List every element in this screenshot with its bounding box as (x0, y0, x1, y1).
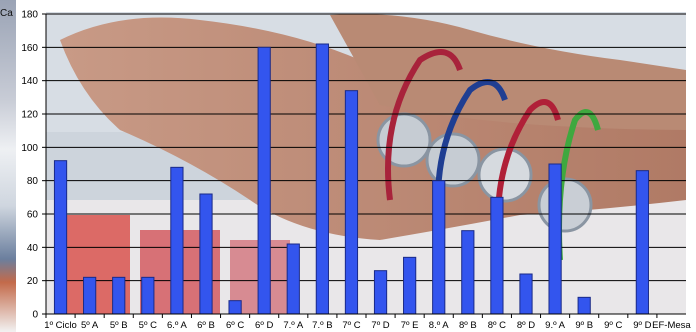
x-tick-labels: 1º Ciclo 5º A 5º B 5º C 6.º A 6º B 6º C 6º D 7.º… (44, 314, 691, 331)
y-tick-label: 40 (27, 243, 39, 254)
background-strip-left (0, 0, 16, 332)
bar (490, 196, 504, 315)
bars (53, 43, 649, 315)
x-tick-label: 9.º A (545, 320, 566, 331)
x-tick-label: 6.º A (167, 320, 188, 331)
y-tick-label: 20 (27, 276, 39, 287)
y-tick-label: 180 (21, 10, 38, 21)
bar (577, 296, 591, 315)
bar (53, 160, 68, 315)
x-tick-label: 6º D (255, 320, 273, 331)
bar (257, 46, 271, 315)
x-tick-label: 5º B (110, 320, 128, 331)
x-tick-label: 1º Ciclo (44, 320, 77, 331)
bar (344, 90, 359, 315)
bar (83, 276, 97, 315)
x-tick-label: 7º C (342, 320, 360, 331)
bar (315, 43, 329, 315)
x-tick-label: 9º C (604, 320, 622, 331)
x-tick-label: 8.º A (429, 320, 450, 331)
x-tick-label: 8º D (517, 320, 535, 331)
bar (432, 180, 446, 315)
bar (199, 193, 213, 315)
bar (635, 170, 649, 315)
x-tick-label: 5º C (139, 320, 157, 331)
bar (228, 300, 242, 315)
y-tick-label: 0 (32, 310, 38, 321)
y-tick-label: 60 (27, 210, 39, 221)
x-tick-label: 7.º A (283, 320, 304, 331)
x-tick-label: 8º B (459, 320, 477, 331)
x-tick-label: EF-Mesa (652, 320, 691, 331)
y-tick-label: 120 (21, 110, 38, 121)
bar (141, 276, 155, 315)
x-tick-label: 7º D (371, 320, 389, 331)
corner-label: Ca (0, 8, 13, 19)
bar (373, 270, 388, 315)
bar (548, 163, 562, 315)
bar (286, 243, 300, 315)
bar (461, 230, 475, 315)
y-tick-label: 160 (21, 43, 38, 54)
x-tick-label: 6º B (197, 320, 215, 331)
x-tick-label: 7.º B (312, 320, 332, 331)
x-tick-label: 9º B (575, 320, 593, 331)
plot-background-photo (46, 12, 686, 314)
x-tick-label: 8º C (488, 320, 506, 331)
y-axis: 0 20 40 60 80 100 120 140 160 180 (21, 10, 46, 321)
x-tick-label: 6º C (226, 320, 244, 331)
x-tick-label: 7º E (401, 320, 419, 331)
bar (170, 166, 184, 315)
x-tick-label: 5º A (81, 320, 99, 331)
bar (519, 273, 533, 315)
x-tick-label: 9º D (633, 320, 651, 331)
y-tick-label: 100 (21, 143, 38, 154)
bar (403, 256, 417, 315)
y-tick-label: 80 (27, 176, 39, 187)
y-tick-label: 140 (21, 76, 38, 87)
bar (112, 276, 126, 315)
